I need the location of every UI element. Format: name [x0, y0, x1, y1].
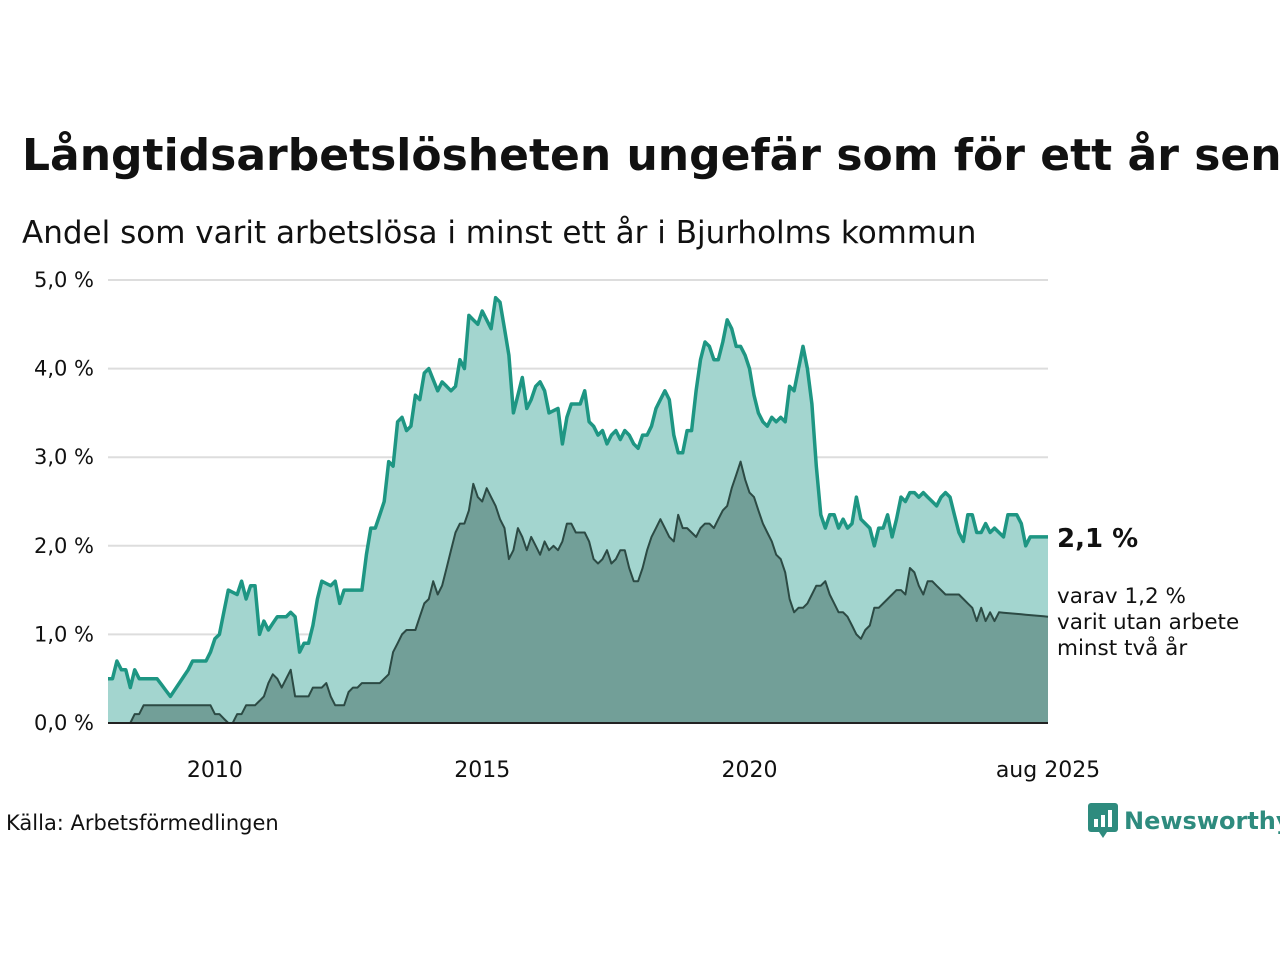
chart-title: Långtidsarbetslösheten ungefär som för e…	[22, 130, 1280, 181]
series-area-sub	[108, 461, 1048, 723]
sub-series-label-line: minst två år	[1057, 635, 1187, 661]
source-note: Källa: Arbetsförmedlingen	[6, 811, 279, 835]
x-tick-label: 2015	[454, 758, 510, 783]
sub-series-label-line: varav 1,2 %	[1057, 584, 1186, 609]
y-tick-label: 1,0 %	[34, 622, 94, 646]
axes: 0,0 % 1,0 % 2,0 % 3,0 % 4,0 % 5,0 % 2010 2015 20…	[34, 268, 1100, 783]
sub-series-label-line: varit utan arbete	[1057, 610, 1239, 635]
y-tick-label: 2,0 %	[34, 534, 94, 558]
chart-logo-icon	[1088, 803, 1118, 838]
y-tick-label: 4,0 %	[34, 357, 94, 381]
areas	[108, 295, 1049, 724]
brand-logo: Newsworthy	[1088, 803, 1280, 839]
chart-subtitle: Andel som varit arbetslösa i minst ett å…	[22, 215, 977, 251]
y-tick-label: 5,0 %	[34, 268, 94, 292]
x-tick-label: aug 2025	[996, 758, 1100, 783]
end-value-label: 2,1 %	[1057, 524, 1138, 554]
series-line-sub	[108, 460, 1049, 724]
x-tick-label: 2020	[722, 758, 778, 783]
series-line-main	[108, 295, 1048, 699]
brand-name: Newsworthy	[1124, 807, 1280, 835]
x-tick-label: 2010	[187, 758, 243, 783]
y-tick-label: 3,0 %	[34, 445, 94, 469]
y-tick-label: 0,0 %	[34, 711, 94, 735]
